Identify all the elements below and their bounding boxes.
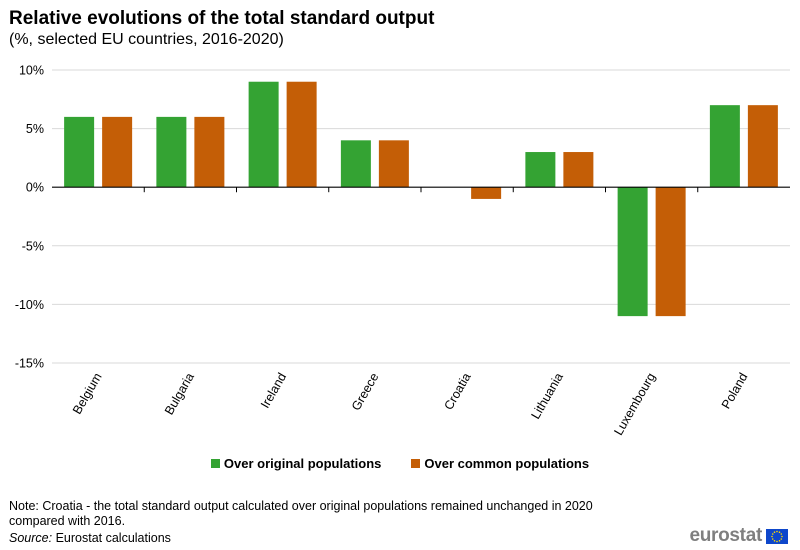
- bar-common: [102, 116, 133, 188]
- legend-swatch-common: [411, 459, 421, 468]
- bar-common: [378, 140, 409, 188]
- bar-original: [340, 140, 371, 188]
- x-tick-label: Belgium: [70, 371, 105, 417]
- bar-common: [194, 116, 225, 188]
- y-tick-label: 5%: [26, 122, 44, 136]
- x-tick-label: Greece: [349, 370, 382, 413]
- bar-original: [525, 152, 556, 188]
- bar-common: [747, 105, 778, 188]
- chart-note: Note: Croatia - the total standard outpu…: [9, 499, 593, 528]
- eurostat-logo-text: eurostat: [689, 525, 762, 546]
- x-tick-label: Ireland: [258, 370, 289, 410]
- bar-chart: 10% 5% 0% -5% -10% -15% Belgium Bulgaria Irelan…: [15, 64, 790, 438]
- bars: [64, 81, 778, 317]
- chart-subtitle: (%, selected EU countries, 2016-2020): [9, 31, 284, 48]
- legend-swatch-original: [210, 459, 220, 468]
- source-label: Source:: [9, 531, 53, 545]
- bar-original: [64, 116, 95, 188]
- bar-common: [655, 187, 686, 317]
- x-tick-label: Bulgaria: [162, 370, 197, 417]
- legend-label-common: Over common populations: [424, 456, 590, 471]
- eu-flag-icon: [766, 528, 788, 544]
- bar-common: [471, 187, 502, 199]
- y-tick-label: -10%: [15, 298, 44, 312]
- y-tick-label: -5%: [22, 239, 44, 253]
- x-axis-tick-labels: Belgium Bulgaria Ireland Greece Croatia Lithu…: [70, 370, 750, 437]
- legend-label-original: Over original populations: [223, 456, 382, 471]
- y-tick-label: -15%: [15, 357, 44, 371]
- y-tick-label: 10%: [19, 64, 44, 78]
- eurostat-logo[interactable]: eurostat: [689, 525, 788, 547]
- bar-original: [709, 105, 740, 188]
- bar-original: [156, 116, 187, 188]
- y-axis-tick-labels: 10% 5% 0% -5% -10% -15%: [15, 64, 44, 371]
- x-tick-label: Luxembourg: [611, 370, 658, 437]
- bar-original: [248, 81, 279, 188]
- x-tick-label: Croatia: [441, 370, 473, 412]
- x-tick-label: Lithuania: [528, 370, 566, 421]
- bar-original: [617, 187, 648, 317]
- x-axis: [52, 186, 790, 193]
- x-tick-label: Poland: [719, 370, 751, 411]
- y-tick-label: 0%: [26, 181, 44, 195]
- chart-legend: Over original populations Over common po…: [0, 456, 800, 471]
- legend-item-common[interactable]: Over common populations: [411, 456, 589, 471]
- chart-source: Source: Eurostat calculations: [9, 531, 171, 545]
- chart-title: Relative evolutions of the total standar…: [9, 8, 435, 29]
- legend-item-original[interactable]: Over original populations: [210, 456, 382, 471]
- bar-common: [286, 81, 317, 188]
- source-text: Eurostat calculations: [52, 531, 171, 545]
- bar-common: [563, 152, 594, 188]
